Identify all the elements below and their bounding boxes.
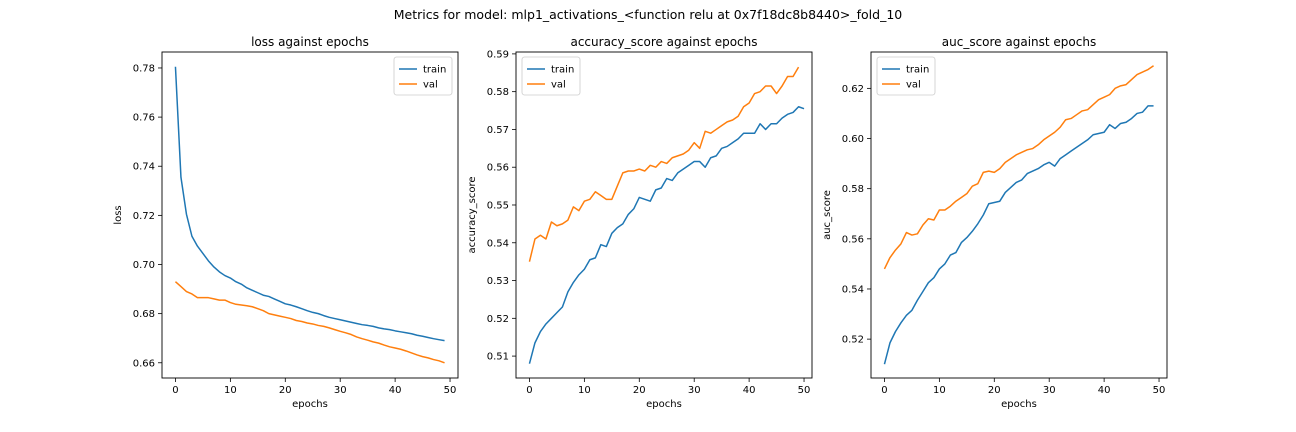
x-tick-label: 0: [526, 385, 532, 396]
x-tick-label: 50: [798, 385, 811, 396]
y-tick-label: 0.55: [487, 200, 509, 211]
y-tick-label: 0.54: [487, 238, 509, 249]
chart-panel: loss against epochs 0 10 20 30 40 50 0.66 0.68 0.…: [113, 35, 459, 410]
legend-label-train: train: [551, 65, 574, 76]
axes-frame: [161, 51, 459, 379]
y-tick-label: 0.62: [842, 84, 864, 95]
y-tick-label: 0.51: [487, 352, 509, 363]
legend: train val: [521, 56, 581, 96]
x-tick-label: 40: [389, 385, 402, 396]
series-line-train: [528, 106, 805, 364]
y-tick-label: 0.60: [842, 134, 864, 145]
x-tick-label: 30: [1043, 385, 1056, 396]
legend-label-val: val: [551, 80, 566, 91]
x-tick-label: 20: [988, 385, 1001, 396]
y-tick-label: 0.56: [842, 234, 864, 245]
y-axis-label: auc_score: [822, 190, 833, 240]
y-tick-label: 0.78: [133, 63, 155, 74]
x-tick-label: 30: [688, 385, 701, 396]
chart-title: loss against epochs: [251, 35, 369, 49]
y-axis-label: loss: [113, 205, 124, 224]
x-tick-label: 0: [881, 385, 887, 396]
chart-title: auc_score against epochs: [942, 35, 1096, 49]
legend: train val: [393, 56, 453, 96]
x-tick-label: 10: [224, 385, 237, 396]
series-line-val: [528, 66, 800, 262]
series-line-train: [883, 105, 1154, 365]
x-tick-label: 30: [334, 385, 347, 396]
y-tick-label: 0.76: [133, 113, 155, 124]
axes-frame: [515, 51, 813, 379]
legend-box: [876, 56, 936, 96]
y-tick-label: 0.74: [133, 162, 155, 173]
series-line-train: [174, 66, 445, 342]
y-tick-label: 0.57: [487, 125, 509, 136]
x-tick-label: 10: [933, 385, 946, 396]
series-line-val: [883, 65, 1154, 270]
y-tick-label: 0.72: [133, 211, 155, 222]
y-tick-label: 0.54: [842, 284, 864, 295]
y-tick-label: 0.59: [487, 49, 509, 60]
x-axis-label: epochs: [646, 399, 682, 410]
y-tick-label: 0.52: [487, 314, 509, 325]
legend-box: [393, 56, 453, 96]
chart-panel: accuracy_score against epochs 0 10 20 30 40 50…: [467, 35, 813, 410]
legend-label-val: val: [423, 80, 438, 91]
y-tick-label: 0.70: [133, 260, 155, 271]
y-tick-label: 0.53: [487, 276, 509, 287]
y-tick-label: 0.52: [842, 335, 864, 346]
chart-title: accuracy_score against epochs: [570, 35, 757, 49]
x-tick-label: 0: [172, 385, 178, 396]
x-tick-label: 20: [633, 385, 646, 396]
x-axis-label: epochs: [292, 399, 328, 410]
x-tick-label: 40: [743, 385, 756, 396]
y-tick-label: 0.56: [487, 163, 509, 174]
x-axis-label: epochs: [1001, 399, 1037, 410]
y-tick-label: 0.58: [487, 87, 509, 98]
figure-title: Metrics for model: mlp1_activations_<fun…: [394, 7, 903, 22]
y-axis-label: accuracy_score: [467, 177, 478, 254]
chart-panel: auc_score against epochs 0 10 20 30 40 50 0.52 0…: [822, 35, 1168, 410]
x-tick-label: 10: [578, 385, 591, 396]
legend-label-train: train: [906, 65, 929, 76]
legend: train val: [876, 56, 936, 96]
x-tick-label: 50: [1153, 385, 1166, 396]
legend-label-train: train: [423, 65, 446, 76]
legend-box: [521, 56, 581, 96]
y-tick-label: 0.58: [842, 184, 864, 195]
x-tick-label: 50: [444, 385, 457, 396]
x-tick-label: 40: [1098, 385, 1111, 396]
y-tick-label: 0.66: [133, 358, 155, 369]
series-line-val: [174, 281, 445, 364]
x-tick-label: 20: [279, 385, 292, 396]
legend-label-val: val: [906, 80, 921, 91]
y-tick-label: 0.68: [133, 309, 155, 320]
axes-frame: [870, 51, 1168, 379]
